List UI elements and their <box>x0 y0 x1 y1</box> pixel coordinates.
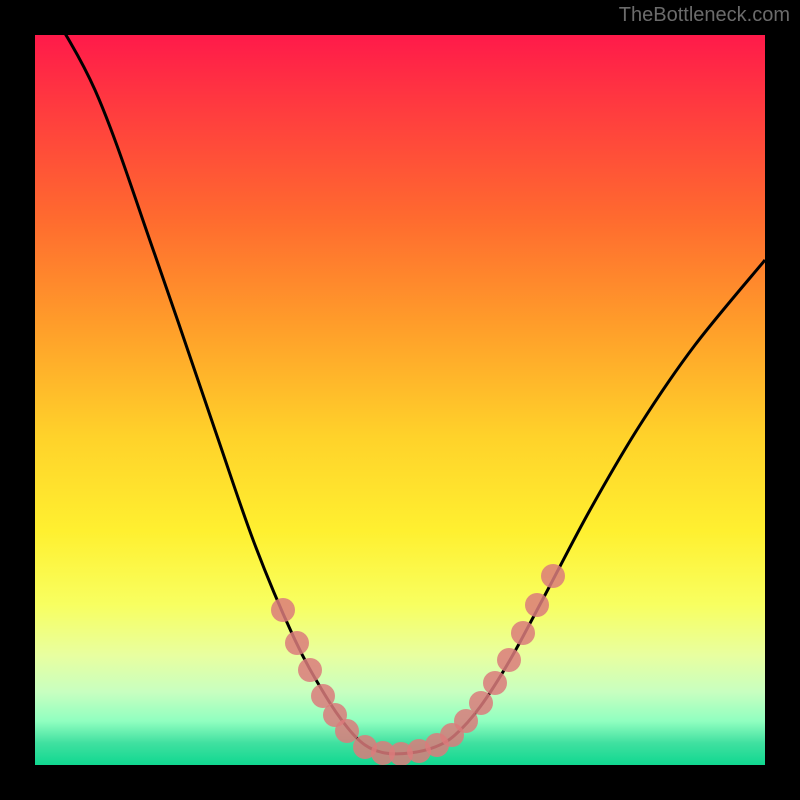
curve-marker <box>285 631 309 655</box>
watermark-text: TheBottleneck.com <box>619 4 790 27</box>
curve-marker <box>483 671 507 695</box>
curve-marker <box>298 658 322 682</box>
curve-marker <box>469 691 493 715</box>
curve-marker <box>335 719 359 743</box>
plot-area <box>35 35 765 765</box>
outer-frame: TheBottleneck.com <box>0 0 800 800</box>
curve-marker <box>497 648 521 672</box>
v-curve-line <box>35 35 765 754</box>
curve-markers <box>271 564 565 765</box>
curve-marker <box>271 598 295 622</box>
curve-marker <box>541 564 565 588</box>
curve-marker <box>511 621 535 645</box>
bottleneck-curve <box>35 35 765 765</box>
curve-marker <box>525 593 549 617</box>
